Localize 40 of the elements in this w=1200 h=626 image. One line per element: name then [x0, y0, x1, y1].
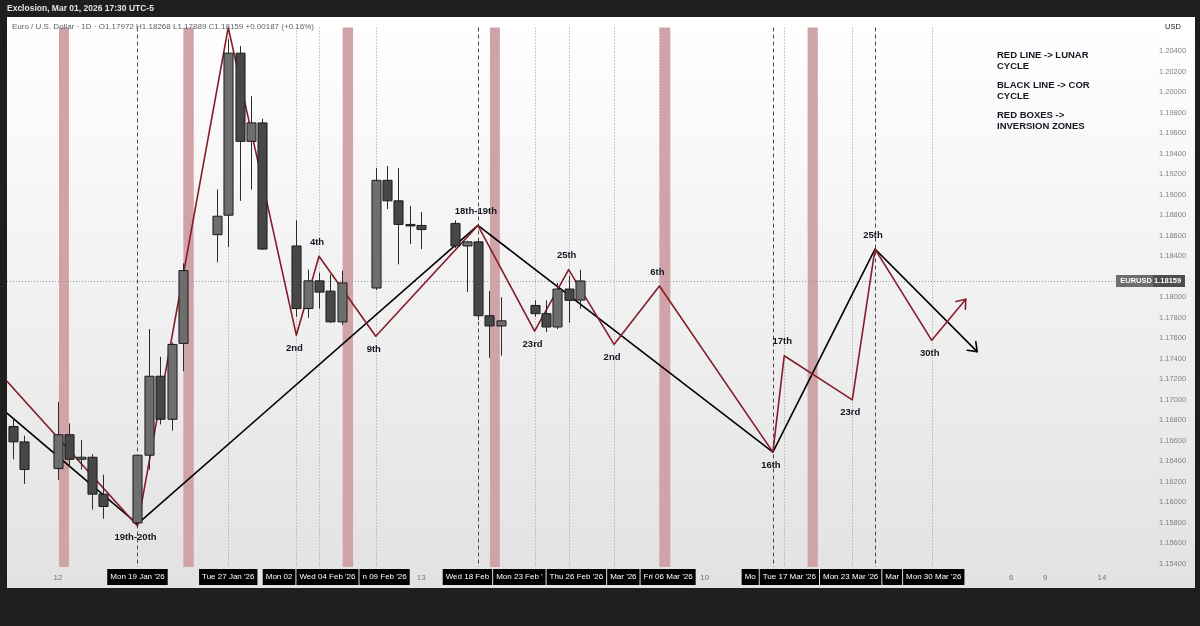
ref-line-label: Tue 17 Mar '26: [762, 572, 817, 582]
ref-line-label: Fri 06 Mar '26: [643, 572, 694, 582]
ref-line-label: n 09 Feb '26: [362, 572, 408, 582]
annotation: 30th: [919, 346, 940, 358]
annotation: 23rd: [522, 337, 543, 349]
annotation: 2nd: [285, 341, 303, 353]
annotation: 25th: [863, 228, 883, 240]
ref-line-label: Mon 23 Mar '26: [822, 572, 879, 582]
x-tick-label: 10: [700, 573, 710, 582]
annotation: BLACK LINE -> COR CYCLE: [997, 79, 1091, 101]
x-tick-label: 12: [53, 573, 64, 582]
chart-subtitle: Euro / U.S. Dollar · 1D · O1.17972 H1.18268 L1.17889 C1.18159 +0.00187 (+0.16%): [12, 22, 314, 32]
annotation: RED BOXES -> INVERSION ZONES: [997, 109, 1086, 131]
annotation: 17th: [772, 335, 793, 347]
ref-line-label: Wed 04 Feb '26: [299, 572, 357, 582]
x-tick-label: 13: [416, 573, 427, 582]
ref-line-label: Mon 19 Jan '26: [110, 572, 166, 582]
ref-line-label: Wed 18 Feb: [445, 572, 490, 582]
chart-title: Exclosion, Mar 01, 2026 17:30 UTC-5: [7, 3, 154, 14]
annotation: 6th: [650, 265, 665, 277]
annotation: 2nd: [603, 351, 621, 363]
ref-line-label: Thu 26 Feb '26: [549, 572, 604, 582]
ref-line-label: Mo: [744, 572, 757, 582]
ref-line-label: Mar '26: [610, 572, 638, 582]
annotation: 23rd: [840, 406, 861, 418]
ref-line-label: Mon 30 Mar '26: [906, 572, 962, 582]
ref-line-label: Mon 02: [265, 572, 293, 582]
x-tick-label: 14: [1097, 573, 1107, 582]
annotation: 9th: [366, 342, 382, 354]
annotation: 25th: [556, 249, 577, 261]
x-tick-label: 9: [1042, 573, 1048, 582]
annotation: 16th: [761, 458, 781, 470]
annotation: 19th-20th: [114, 530, 157, 542]
x-tick-label: 6: [1008, 573, 1014, 582]
ref-line-label: Mon 23 Feb ': [496, 572, 544, 582]
annotation: 18th-19th: [454, 205, 498, 217]
annotation: 4th: [309, 235, 325, 247]
ref-line-label: Mar: [885, 572, 900, 582]
ref-line-label: Tue 27 Jan '26: [202, 572, 255, 582]
annotation: RED LINE -> LUNAR CYCLE: [997, 49, 1090, 71]
